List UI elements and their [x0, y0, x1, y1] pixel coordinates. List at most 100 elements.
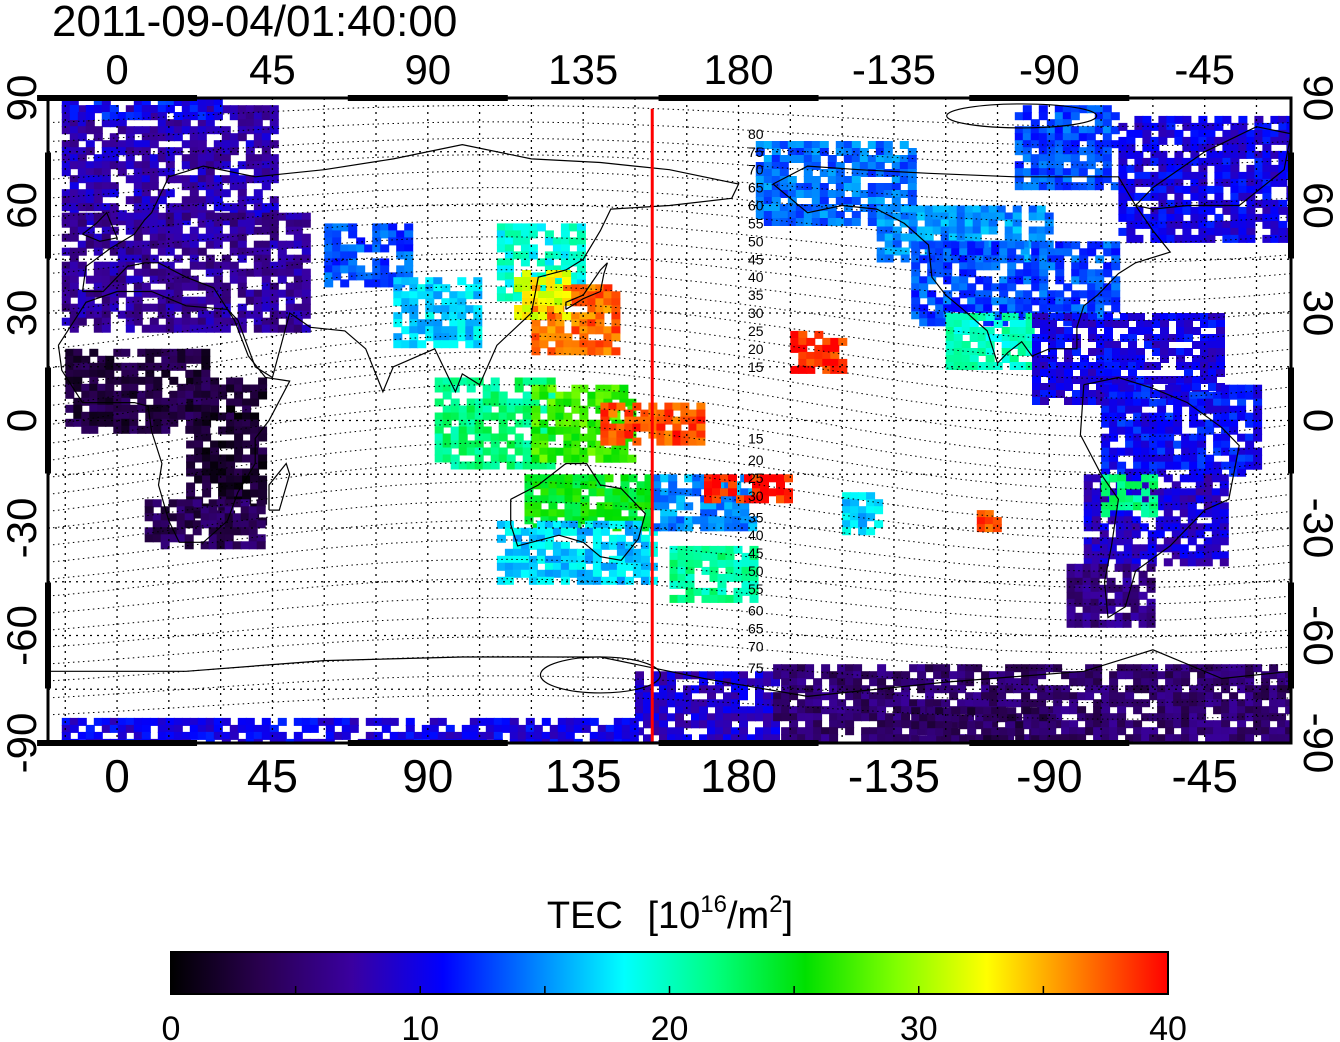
tec-region	[61, 98, 223, 120]
left-frame-segment	[45, 367, 51, 474]
bottom-frame-segment	[37, 740, 198, 746]
tec-region	[514, 270, 572, 320]
magnetic-latitude-contour	[48, 252, 1291, 302]
magnetic-latitude-label: 15	[748, 359, 764, 375]
colorbar-tick-label: 30	[900, 1010, 938, 1042]
magnetic-latitude-label: 50	[748, 233, 764, 249]
magnetic-latitude-contour	[48, 318, 1291, 380]
coastline	[57, 290, 291, 543]
magnetic-latitude-label: 55	[748, 581, 764, 597]
map-title: 2011-09-04/01:40:00	[52, 0, 457, 46]
right-latitude-label: -90	[1295, 713, 1340, 774]
top-longitude-label: 45	[249, 46, 296, 93]
magnetic-latitude-contour	[48, 442, 1291, 507]
bottom-longitude-label: 0	[104, 750, 130, 802]
left-latitude-label: 0	[0, 409, 45, 432]
top-frame-segment	[658, 95, 819, 101]
magnetic-latitude-contour	[48, 519, 1291, 572]
magnetic-latitude-label: 40	[748, 527, 764, 543]
magnetic-latitude-label: 55	[748, 215, 764, 231]
magnetic-latitude-label: 80	[748, 126, 764, 142]
bottom-longitude-label: 180	[700, 750, 777, 802]
bottom-longitude-label: -45	[1171, 750, 1237, 802]
magnetic-latitude-contour	[48, 500, 1291, 556]
magnetic-latitude-label: 70	[748, 638, 764, 654]
tec-region	[1101, 384, 1263, 477]
coastline	[565, 262, 608, 310]
magnetic-latitude-contour	[48, 334, 1291, 399]
magnetic-latitude-label: 70	[748, 162, 764, 178]
magnetic-latitude-label: 35	[748, 509, 764, 525]
axis-labels: 0 0 45 45 90 90 135 135 180 180 -135 -135 -90 -90 -45 -…	[0, 46, 1340, 802]
magnetic-latitude-label: 45	[748, 251, 764, 267]
left-latitude-label: 90	[0, 75, 45, 122]
right-latitude-label: -60	[1295, 605, 1340, 666]
bottom-longitude-label: 135	[545, 750, 622, 802]
magnetic-latitude-label: 75	[748, 144, 764, 160]
tec-region	[324, 223, 414, 288]
magnetic-latitude-label: 65	[748, 620, 764, 636]
magnetic-latitude-label: 60	[748, 198, 764, 214]
tec-region	[976, 510, 1002, 533]
magnetic-latitude-contour	[48, 351, 1291, 419]
right-latitude-label: -30	[1295, 498, 1340, 559]
colorbar-ticks: 0 10 20 30 40	[162, 986, 1187, 1042]
tec-region	[524, 474, 654, 532]
left-frame-segment	[45, 152, 51, 259]
magnetic-latitude-label: 20	[748, 452, 764, 468]
magnetic-latitude-label: 50	[748, 563, 764, 579]
bottom-longitude-label: -135	[848, 750, 940, 802]
magnetic-latitude-contour	[48, 422, 1291, 490]
tec-region	[1101, 474, 1159, 518]
tec-region	[790, 330, 848, 374]
right-latitude-label: 30	[1295, 290, 1340, 337]
magnetic-latitude-contour	[48, 367, 1291, 438]
colorbar-tick-label: 40	[1149, 1010, 1187, 1042]
top-longitude-label: 90	[404, 46, 451, 93]
lat-lon-grid	[48, 98, 1291, 743]
colorbar-tick-label: 0	[162, 1010, 181, 1042]
colorbar-title: TEC [1016/m2]	[547, 891, 793, 937]
bottom-frame-segment	[969, 740, 1130, 746]
top-longitude-label: 180	[704, 46, 774, 93]
magnetic-pole-contour	[946, 103, 1098, 129]
magnetic-latitude-label: 30	[748, 305, 764, 321]
magnetic-latitude-label: 25	[748, 323, 764, 339]
left-latitude-label: 60	[0, 182, 45, 229]
tec-region	[496, 520, 658, 585]
magnetic-latitude-contours	[48, 103, 1291, 720]
top-frame-segment	[347, 95, 508, 101]
left-frame-segment	[45, 582, 51, 689]
coastline	[772, 165, 1172, 365]
colorbar: TEC [1016/m2] 0 10 20 30 40	[162, 891, 1187, 1042]
coastline	[510, 462, 646, 561]
tec-region	[1066, 563, 1156, 628]
coastline	[81, 143, 740, 394]
map-area: 8075706560555045403530252015152025303540…	[37, 95, 1294, 746]
tec-region	[61, 717, 639, 743]
bottom-longitude-label: 90	[402, 750, 453, 802]
tec-region	[61, 212, 311, 333]
tec-region	[144, 499, 266, 550]
magnetic-latitude-label: 65	[748, 180, 764, 196]
coastlines	[48, 126, 1291, 698]
bottom-longitude-label: -90	[1016, 750, 1082, 802]
tec-region	[1118, 115, 1291, 243]
right-latitude-label: 60	[1295, 182, 1340, 229]
magnetic-latitude-label: 40	[748, 269, 764, 285]
magnetic-latitude-label: 25	[748, 470, 764, 486]
top-longitude-label: -45	[1174, 46, 1235, 93]
right-frame-segment	[1288, 582, 1294, 689]
tec-region	[842, 492, 884, 536]
magnetic-latitude-contour	[48, 461, 1291, 523]
bottom-frame-segment	[658, 740, 819, 746]
tec-region	[669, 545, 759, 603]
magnetic-latitude-contour	[48, 269, 1291, 322]
left-latitude-label: -90	[0, 713, 45, 774]
magnetic-latitude-label: 35	[748, 287, 764, 303]
magnetic-latitude-contour	[48, 539, 1291, 589]
coastline	[82, 211, 118, 242]
left-latitude-label: -30	[0, 498, 45, 559]
magnetic-latitude-labels: 8075706560555045403530252015152025303540…	[748, 126, 764, 676]
